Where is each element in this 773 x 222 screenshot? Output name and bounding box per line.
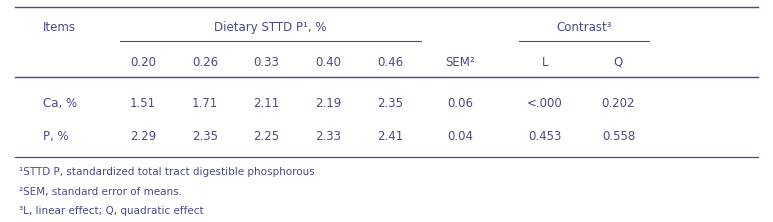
Text: 2.33: 2.33 — [315, 130, 342, 143]
Text: 2.25: 2.25 — [254, 130, 280, 143]
Text: 2.35: 2.35 — [192, 130, 218, 143]
Text: 0.04: 0.04 — [447, 130, 473, 143]
Text: Items: Items — [43, 21, 76, 34]
Text: L: L — [542, 56, 548, 69]
Text: ¹STTD P, standardized total tract digestible phosphorous: ¹STTD P, standardized total tract digest… — [19, 167, 315, 177]
Text: 0.202: 0.202 — [601, 97, 635, 110]
Text: <.000: <.000 — [527, 97, 563, 110]
Text: Q: Q — [614, 56, 623, 69]
Text: 0.26: 0.26 — [192, 56, 218, 69]
Text: 2.29: 2.29 — [130, 130, 156, 143]
Text: 2.35: 2.35 — [377, 97, 404, 110]
Text: 1.51: 1.51 — [130, 97, 156, 110]
Text: 0.33: 0.33 — [254, 56, 280, 69]
Text: Dietary STTD P¹, %: Dietary STTD P¹, % — [214, 21, 327, 34]
Text: 0.453: 0.453 — [528, 130, 562, 143]
Text: 2.11: 2.11 — [254, 97, 280, 110]
Text: ²SEM, standard error of means.: ²SEM, standard error of means. — [19, 187, 182, 197]
Text: 0.40: 0.40 — [315, 56, 342, 69]
Text: P, %: P, % — [43, 130, 68, 143]
Text: 0.20: 0.20 — [130, 56, 156, 69]
Text: ³L, linear effect; Q, quadratic effect: ³L, linear effect; Q, quadratic effect — [19, 206, 204, 216]
Text: 2.19: 2.19 — [315, 97, 342, 110]
Text: 0.558: 0.558 — [601, 130, 635, 143]
Text: Ca, %: Ca, % — [43, 97, 77, 110]
Text: 2.41: 2.41 — [377, 130, 404, 143]
Text: SEM²: SEM² — [445, 56, 475, 69]
Text: 1.71: 1.71 — [192, 97, 218, 110]
Text: 0.46: 0.46 — [377, 56, 404, 69]
Text: 0.06: 0.06 — [447, 97, 473, 110]
Text: Contrast³: Contrast³ — [557, 21, 612, 34]
